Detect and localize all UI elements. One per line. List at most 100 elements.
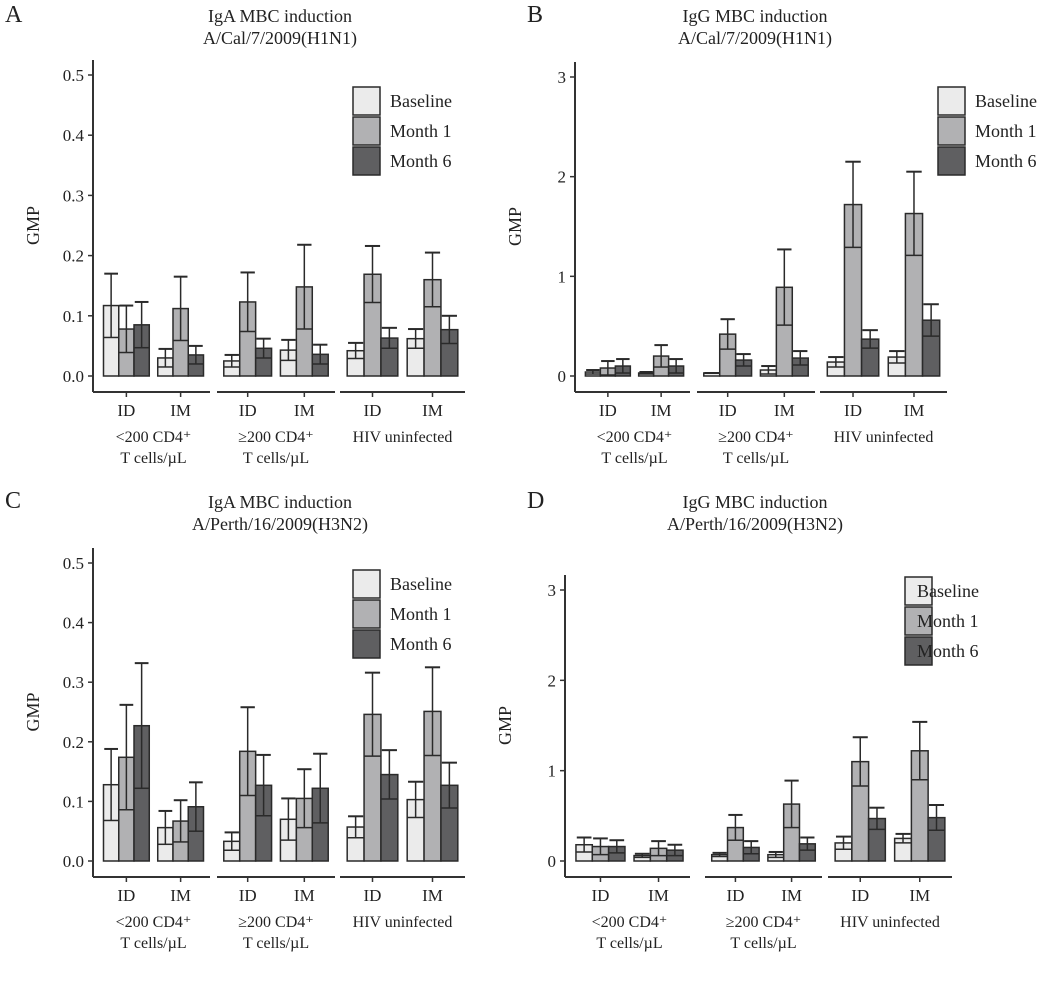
y-tick-label: 0	[548, 852, 557, 871]
group-label: HIV uninfected	[353, 429, 453, 446]
y-axis-label: GMP	[505, 207, 525, 246]
x-tick-label: IM	[422, 886, 443, 905]
x-tick-label: ID	[844, 401, 862, 420]
legend-label: Month 1	[390, 604, 452, 624]
legend-label: Month 1	[975, 121, 1037, 141]
group-label: <200 CD4⁺	[116, 429, 192, 446]
group-label: ≥200 CD4⁺	[238, 914, 313, 931]
y-tick-label: 0.3	[63, 186, 84, 205]
panel-letter: C	[5, 488, 21, 514]
x-tick-label: ID	[364, 886, 382, 905]
y-tick-label: 3	[558, 68, 567, 87]
x-tick-label: ID	[851, 886, 869, 905]
panel-title: IgA MBC induction	[208, 492, 352, 512]
group-label: HIV uninfected	[353, 914, 453, 931]
x-tick-label: IM	[294, 886, 315, 905]
legend-swatch	[352, 629, 381, 659]
group-label: HIV uninfected	[840, 914, 940, 931]
group-label: T cells/µL	[730, 935, 796, 952]
legend-label: Baseline	[917, 581, 979, 601]
y-tick-label: 0.5	[63, 66, 84, 85]
x-tick-label: ID	[239, 886, 257, 905]
y-tick-label: 3	[548, 581, 557, 600]
x-tick-label: ID	[364, 401, 382, 420]
legend-label: Month 6	[975, 151, 1037, 171]
y-axis-label: GMP	[23, 206, 43, 245]
panel-letter: D	[527, 488, 544, 514]
group-label: <200 CD4⁺	[592, 914, 668, 931]
group-label: T cells/µL	[601, 450, 667, 467]
panel-title: IgG MBC induction	[682, 6, 827, 26]
legend-swatch	[352, 86, 381, 116]
legend-swatch	[937, 146, 966, 176]
group-label: ≥200 CD4⁺	[726, 914, 801, 931]
panel-title: A/Perth/16/2009(H3N2)	[667, 514, 843, 535]
legend-swatch	[352, 116, 381, 146]
x-tick-label: IM	[904, 401, 925, 420]
group-label: ≥200 CD4⁺	[238, 429, 313, 446]
legend-swatch	[937, 86, 966, 116]
legend-label: Month 6	[917, 641, 979, 661]
group-label: <200 CD4⁺	[597, 429, 673, 446]
x-tick-label: ID	[117, 886, 135, 905]
legend-label: Baseline	[975, 91, 1037, 111]
x-tick-label: ID	[239, 401, 257, 420]
y-tick-label: 2	[548, 671, 557, 690]
x-tick-label: ID	[726, 886, 744, 905]
group-label: T cells/µL	[120, 450, 186, 467]
y-tick-label: 1	[558, 267, 567, 286]
group-label: <200 CD4⁺	[116, 914, 192, 931]
group-label: T cells/µL	[596, 935, 662, 952]
y-axis-label: GMP	[23, 692, 43, 731]
x-tick-label: IM	[774, 401, 795, 420]
legend-swatch	[904, 636, 933, 666]
y-tick-label: 0.1	[63, 792, 84, 811]
group-label: ≥200 CD4⁺	[718, 429, 793, 446]
legend-label: Baseline	[390, 574, 452, 594]
legend-label: Baseline	[390, 91, 452, 111]
x-tick-label: ID	[117, 401, 135, 420]
panel-title: IgA MBC induction	[208, 6, 352, 26]
legend-swatch	[904, 606, 933, 636]
group-label: HIV uninfected	[834, 429, 934, 446]
panel-title: A/Perth/16/2009(H3N2)	[192, 514, 368, 535]
legend-label: Month 6	[390, 151, 452, 171]
panel-title: A/Cal/7/2009(H1N1)	[203, 28, 357, 49]
x-tick-label: IM	[651, 401, 672, 420]
x-tick-label: ID	[599, 401, 617, 420]
group-label: T cells/µL	[243, 450, 309, 467]
panel-letter: B	[527, 2, 543, 28]
y-axis-label: GMP	[495, 706, 515, 745]
y-tick-label: 0.1	[63, 307, 84, 326]
y-tick-label: 0	[558, 367, 567, 386]
y-tick-label: 0.2	[63, 733, 84, 752]
x-tick-label: IM	[422, 401, 443, 420]
x-tick-label: ID	[719, 401, 737, 420]
x-tick-label: IM	[781, 886, 802, 905]
group-label: T cells/µL	[723, 450, 789, 467]
y-tick-label: 0.3	[63, 673, 84, 692]
legend-swatch	[352, 569, 381, 599]
legend-label: Month 6	[390, 634, 452, 654]
x-tick-label: IM	[909, 886, 930, 905]
y-tick-label: 0.0	[63, 367, 84, 386]
y-tick-label: 0.0	[63, 852, 84, 871]
y-tick-label: 0.2	[63, 247, 84, 266]
group-label: T cells/µL	[120, 935, 186, 952]
x-tick-label: IM	[170, 886, 191, 905]
x-tick-label: IM	[648, 886, 669, 905]
panel-title: IgG MBC induction	[682, 492, 827, 512]
panel-title: A/Cal/7/2009(H1N1)	[678, 28, 832, 49]
y-tick-label: 0.5	[63, 554, 84, 573]
y-tick-label: 0.4	[63, 126, 85, 145]
x-tick-label: IM	[170, 401, 191, 420]
group-label: T cells/µL	[243, 935, 309, 952]
legend-swatch	[352, 146, 381, 176]
y-tick-label: 1	[548, 762, 557, 781]
y-tick-label: 2	[558, 168, 567, 187]
